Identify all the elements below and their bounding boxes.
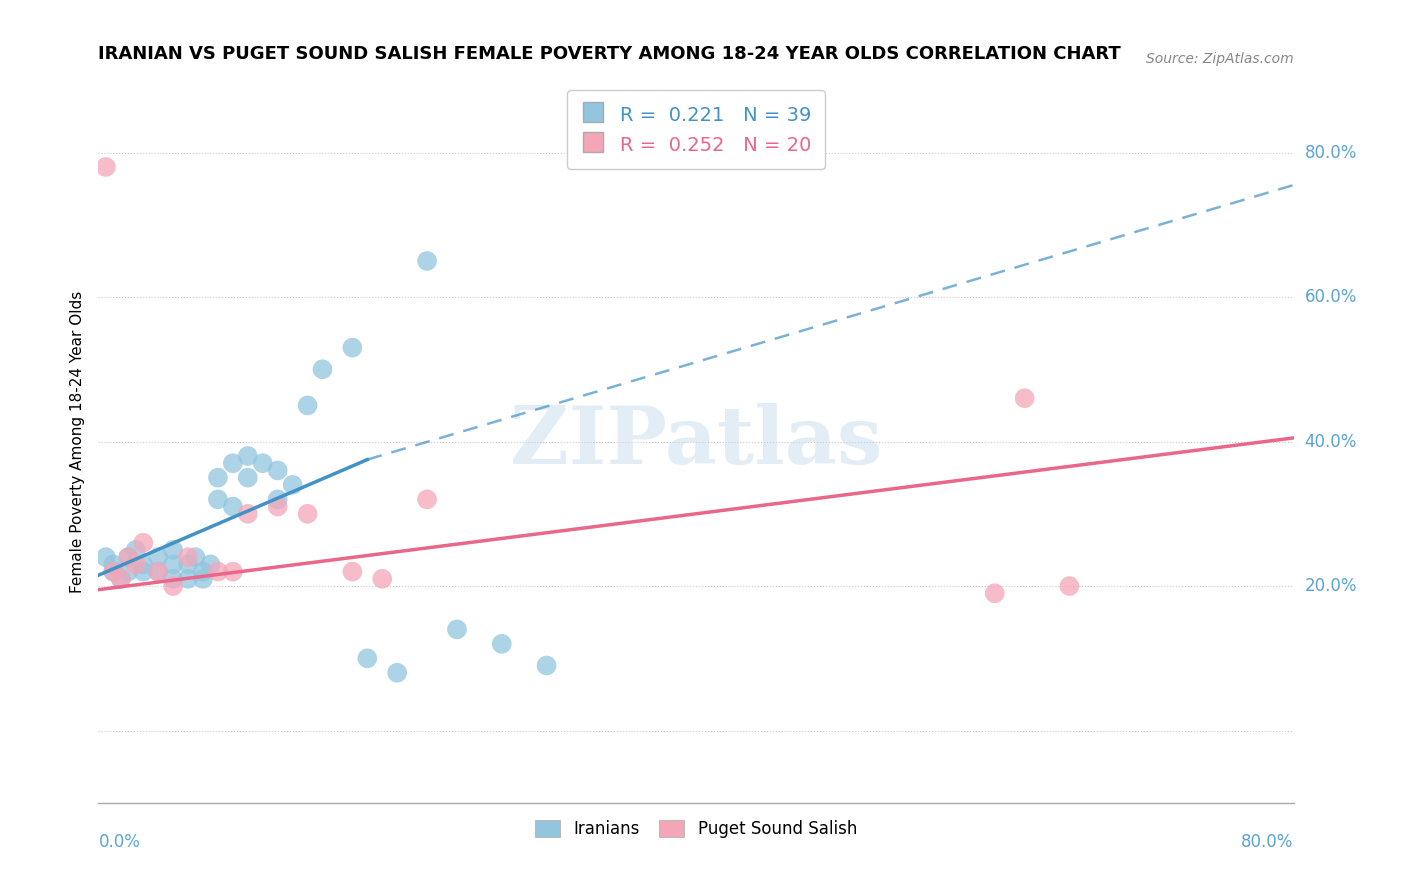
Point: [446, 623, 468, 637]
Point: [94, 550, 117, 565]
Point: [148, 550, 170, 565]
Point: [236, 449, 259, 463]
Point: [236, 507, 259, 521]
Point: [222, 456, 245, 470]
Point: [297, 507, 319, 521]
Point: [191, 572, 214, 586]
Point: [342, 341, 364, 355]
Point: [117, 550, 139, 565]
Point: [356, 651, 378, 665]
Y-axis label: Female Poverty Among 18-24 Year Olds: Female Poverty Among 18-24 Year Olds: [69, 291, 84, 592]
Point: [297, 398, 319, 412]
Text: 40.0%: 40.0%: [1305, 433, 1357, 450]
Legend: Iranians, Puget Sound Salish: Iranians, Puget Sound Salish: [529, 814, 863, 845]
Point: [371, 572, 394, 586]
Point: [416, 492, 439, 507]
Point: [281, 478, 304, 492]
Point: [132, 558, 155, 572]
Point: [536, 658, 558, 673]
Point: [103, 558, 125, 572]
Text: IRANIAN VS PUGET SOUND SALISH FEMALE POVERTY AMONG 18-24 YEAR OLDS CORRELATION C: IRANIAN VS PUGET SOUND SALISH FEMALE POV…: [98, 45, 1121, 63]
Point: [491, 637, 513, 651]
Point: [177, 550, 200, 565]
Point: [132, 535, 155, 549]
Point: [200, 558, 222, 572]
Point: [162, 572, 184, 586]
Point: [94, 160, 117, 174]
Point: [385, 665, 409, 680]
Point: [177, 558, 200, 572]
Point: [222, 565, 245, 579]
Point: [110, 572, 132, 586]
Point: [207, 565, 229, 579]
Text: ZIPatlas: ZIPatlas: [510, 402, 882, 481]
Text: 80.0%: 80.0%: [1305, 144, 1357, 161]
Text: 60.0%: 60.0%: [1305, 288, 1357, 306]
Point: [267, 500, 290, 514]
Point: [342, 565, 364, 579]
Point: [162, 558, 184, 572]
Point: [207, 471, 229, 485]
Point: [236, 471, 259, 485]
Point: [207, 492, 229, 507]
Point: [103, 565, 125, 579]
Point: [311, 362, 333, 376]
Point: [162, 542, 184, 557]
Text: 20.0%: 20.0%: [1305, 577, 1357, 595]
Point: [984, 586, 1007, 600]
Point: [117, 565, 139, 579]
Point: [222, 500, 245, 514]
Point: [162, 579, 184, 593]
Text: 0.0%: 0.0%: [98, 833, 141, 851]
Point: [267, 463, 290, 477]
Point: [267, 492, 290, 507]
Point: [125, 542, 148, 557]
Point: [125, 558, 148, 572]
Point: [132, 565, 155, 579]
Point: [1059, 579, 1081, 593]
Point: [103, 565, 125, 579]
Point: [148, 565, 170, 579]
Point: [148, 565, 170, 579]
Point: [252, 456, 274, 470]
Point: [177, 572, 200, 586]
Point: [110, 572, 132, 586]
Point: [1014, 391, 1036, 405]
Point: [191, 565, 214, 579]
Text: 80.0%: 80.0%: [1241, 833, 1294, 851]
Text: Source: ZipAtlas.com: Source: ZipAtlas.com: [1146, 52, 1294, 66]
Point: [117, 550, 139, 565]
Point: [416, 253, 439, 268]
Point: [184, 550, 207, 565]
